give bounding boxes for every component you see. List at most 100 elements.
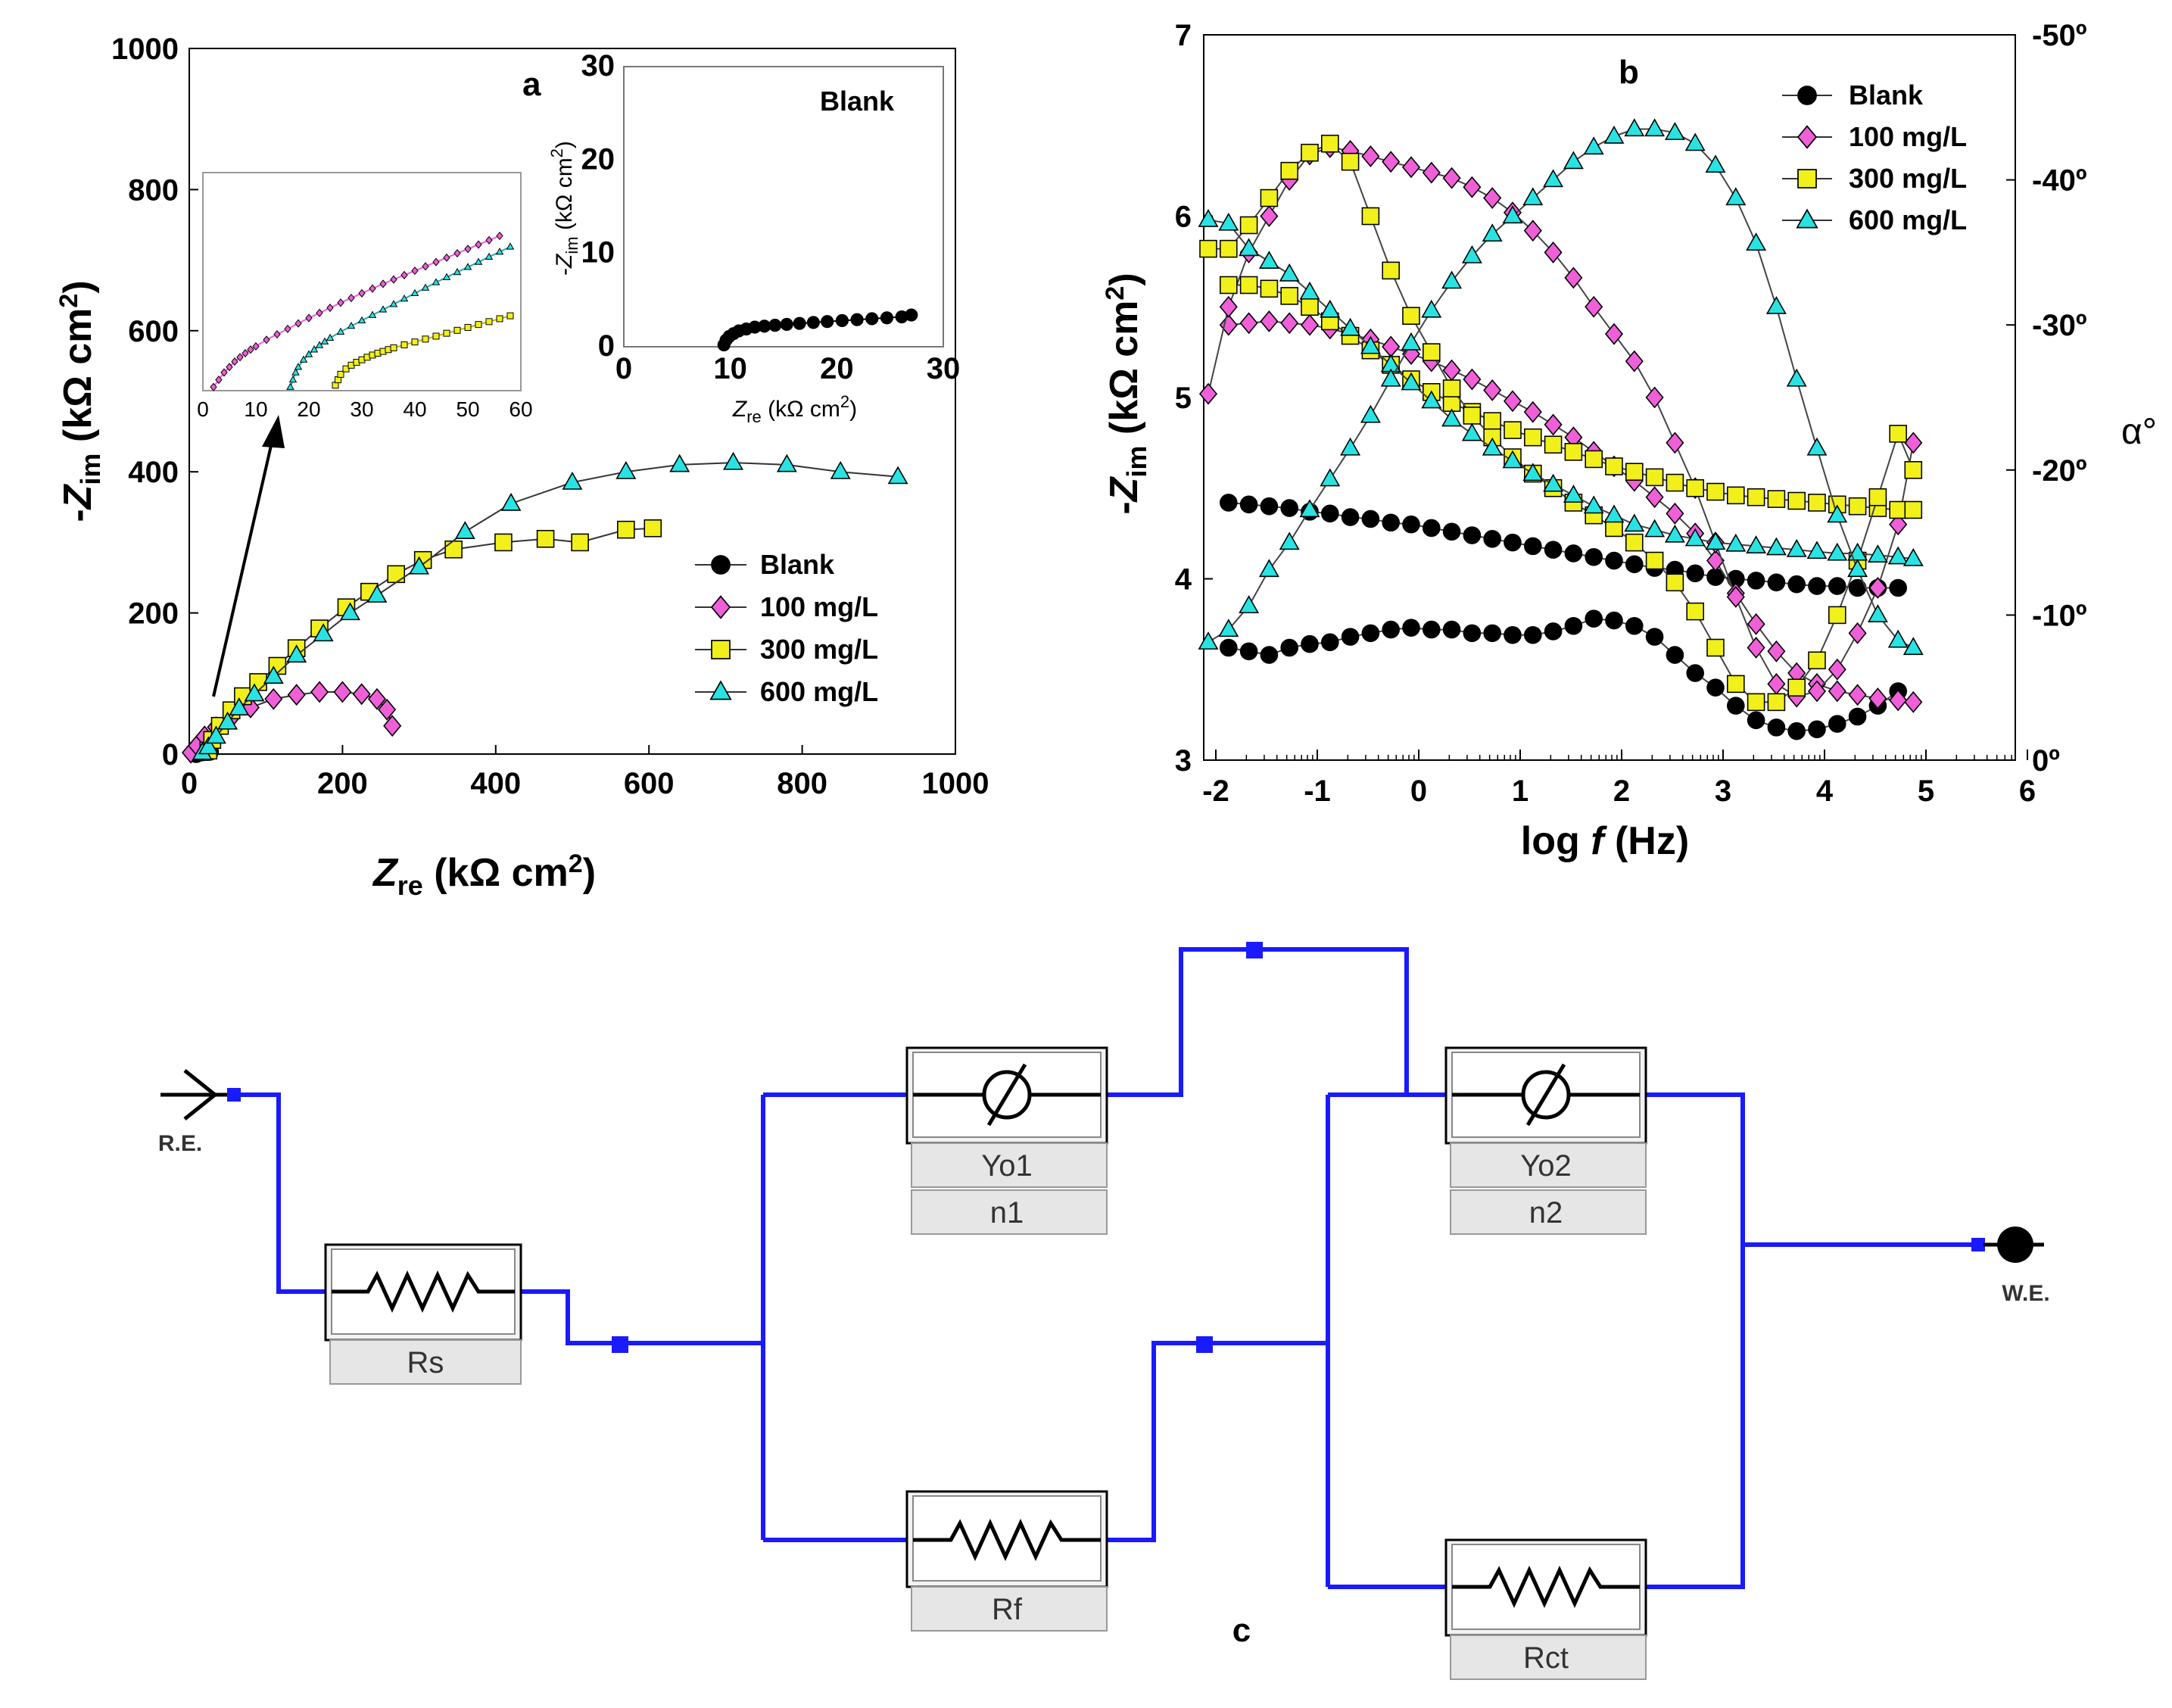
b-blank-phase-curve-point xyxy=(1787,722,1806,740)
b-600-mg-l-z-curve-point xyxy=(1827,542,1848,561)
rct-label-box xyxy=(1450,1635,1647,1680)
b-300-mg-l-z-curve-point xyxy=(1564,443,1583,461)
b-600-mg-l-z-curve-point xyxy=(1786,538,1807,557)
a-600-mg-l-point xyxy=(366,584,388,603)
b-600-mg-l-phase-curve-point xyxy=(1563,151,1584,170)
n1-label-box xyxy=(911,1189,1108,1235)
b-100-mg-l-z-curve-point xyxy=(1219,313,1238,336)
yo1-label-box xyxy=(911,1142,1108,1188)
a-300-mg-l-point xyxy=(643,519,662,538)
b-100-mg-l-phase-curve-point xyxy=(1645,386,1664,409)
b-blank-phase-curve-point xyxy=(1564,616,1583,635)
inset-blank-point xyxy=(905,308,918,322)
zoom-600-mg-l-point xyxy=(299,355,308,363)
zoom-100-mg-l-point xyxy=(369,284,376,293)
y2-tick-label: -10º xyxy=(2032,599,2086,632)
resistor-icon xyxy=(913,1518,1101,1562)
yo1-element[interactable]: Yo1 n1 xyxy=(905,1046,1108,1235)
panel-b-curves xyxy=(1198,118,1924,740)
yo2-element[interactable]: Yo2 n2 xyxy=(1444,1046,1647,1235)
rs-label-box xyxy=(329,1339,522,1385)
inset-blank-nyquist: 0 10 20 30 0 10 20 30 Blank Zre (kΩ cm2) -Zim (… xyxy=(547,49,960,426)
b-blank-phase-curve-line xyxy=(1228,618,1899,732)
b-300-mg-l-z-curve-point xyxy=(1787,491,1806,510)
inset-blank-point xyxy=(880,311,894,325)
panel-b-y-axis-label: -Zim (kΩ cm2) xyxy=(1101,273,1152,514)
inset-y-tick-label: 10 xyxy=(581,236,615,270)
y-tick-label: 7 xyxy=(1175,19,1192,52)
re-label: R.E. xyxy=(158,1131,202,1156)
legend-marker-blank xyxy=(1797,86,1817,105)
zoom-600-mg-l-point xyxy=(357,316,366,324)
zoom-600-mg-l-point xyxy=(286,382,294,390)
b-600-mg-l-z-curve-point xyxy=(1746,535,1767,553)
b-blank-phase-curve-point xyxy=(1686,664,1704,682)
b-blank-z-curve-point xyxy=(1402,515,1420,534)
b-600-mg-l-phase-curve-point xyxy=(1867,604,1888,622)
wire-re-to-rs xyxy=(235,1092,326,1294)
zoom-600-mg-l-point xyxy=(304,350,313,357)
b-600-mg-l-z-curve-point xyxy=(1279,263,1300,282)
a-600-mg-l-point xyxy=(229,697,250,716)
b-600-mg-l-phase-curve-point xyxy=(1360,404,1381,423)
zoom-300-mg-l-point xyxy=(400,341,408,349)
yo1-label: Yo1 xyxy=(981,1149,1033,1183)
b-100-mg-l-phase-curve-point xyxy=(1828,658,1846,681)
x-tick-label: 6 xyxy=(2019,775,2036,808)
b-600-mg-l-phase-curve-point xyxy=(1887,629,1909,648)
legend-label: 100 mg/L xyxy=(1849,121,1967,152)
b-600-mg-l-phase-curve-point xyxy=(1522,187,1544,206)
b-blank-phase-curve-point xyxy=(1625,616,1644,635)
b-100-mg-l-phase-curve-point xyxy=(1483,187,1502,209)
b-blank-phase-curve-point xyxy=(1321,633,1339,652)
y2-tick-label: -50º xyxy=(2032,19,2086,52)
b-100-mg-l-phase-curve-point xyxy=(1625,350,1644,372)
panel-a-y-ticks: 0 200 400 600 800 1000 xyxy=(111,33,198,771)
rct-element[interactable]: Rct xyxy=(1444,1538,1647,1680)
x-tick-label: 5 xyxy=(1918,775,1934,808)
b-300-mg-l-z-curve-point xyxy=(1504,421,1522,439)
rf-element[interactable]: Rf xyxy=(905,1490,1108,1632)
legend-marker-100-mg-l xyxy=(710,595,731,619)
zoom-100-mg-l-point xyxy=(231,357,238,366)
zoom-600-mg-l-point xyxy=(485,252,494,260)
zoom-300-mg-l-point xyxy=(443,329,450,337)
b-100-mg-l-phase-curve-point xyxy=(1868,577,1887,599)
b-100-mg-l-z-curve-point xyxy=(1666,502,1684,525)
b-100-mg-l-phase-curve-point xyxy=(1726,586,1745,608)
b-100-mg-l-phase-curve-point xyxy=(1422,161,1441,184)
b-300-mg-l-phase-curve-point xyxy=(1904,461,1923,479)
zoom-100-mg-l-point xyxy=(284,324,291,333)
a-600-mg-l-point xyxy=(340,602,360,621)
b-300-mg-l-z-curve-point xyxy=(1280,287,1298,305)
b-600-mg-l-phase-curve-point xyxy=(1806,437,1828,456)
b-600-mg-l-z-curve-point xyxy=(1765,537,1787,556)
panel-a-plot-frame xyxy=(189,48,956,755)
zoom-100-mg-l-point xyxy=(294,319,302,328)
b-600-mg-l-z-curve-point xyxy=(1320,299,1341,318)
legend-marker-600-mg-l xyxy=(709,680,732,700)
a-600-mg-l-point xyxy=(244,683,265,702)
b-100-mg-l-phase-curve-point xyxy=(1544,241,1563,263)
b-600-mg-l-phase-curve-point xyxy=(1684,132,1706,151)
inset-zoom-curves xyxy=(210,231,515,391)
panel-a-x-axis-label: Zre (kΩ cm2) xyxy=(372,849,596,901)
b-100-mg-l-z-curve-point xyxy=(1483,379,1502,401)
rs-element[interactable]: Rs xyxy=(324,1243,522,1385)
inset-x-tick-label: 20 xyxy=(820,352,854,385)
b-100-mg-l-z-curve-point xyxy=(1828,680,1846,703)
b-300-mg-l-z-curve-point xyxy=(1605,457,1623,475)
a-600-mg-l-point xyxy=(615,460,637,479)
zoom-600-mg-l-point xyxy=(291,368,300,376)
b-300-mg-l-z-curve-point xyxy=(1239,276,1258,295)
b-blank-phase-curve-point xyxy=(1382,620,1400,639)
a-600-mg-l-point xyxy=(198,736,219,755)
y-tick-label: 0 xyxy=(162,738,179,771)
b-blank-z-curve-point xyxy=(1767,573,1786,592)
b-100-mg-l-phase-curve-point xyxy=(1666,432,1684,454)
b-600-mg-l-z-curve-point xyxy=(1725,533,1747,552)
b-600-mg-l-phase-curve-line xyxy=(1208,128,1914,649)
b-600-mg-l-z-curve-point xyxy=(1887,546,1909,565)
x-tick-label: 400 xyxy=(470,767,521,800)
b-100-mg-l-z-curve-point xyxy=(1239,312,1258,335)
